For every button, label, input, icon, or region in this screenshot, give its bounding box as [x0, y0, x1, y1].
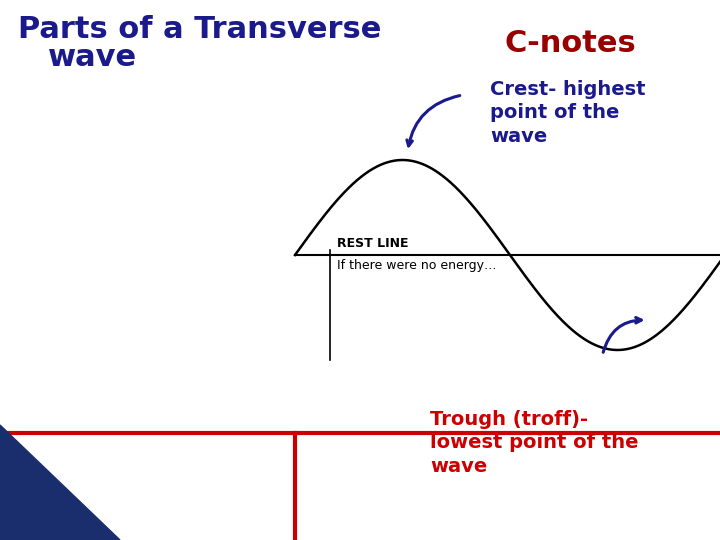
- Text: Trough (troff)-
lowest point of the
wave: Trough (troff)- lowest point of the wave: [430, 410, 639, 476]
- Text: If there were no energy…: If there were no energy…: [337, 259, 497, 272]
- Text: Crest- highest
point of the
wave: Crest- highest point of the wave: [490, 80, 646, 146]
- Text: wave: wave: [48, 44, 137, 72]
- Text: Parts of a Transverse: Parts of a Transverse: [18, 16, 382, 44]
- Text: C-notes: C-notes: [504, 30, 636, 58]
- Text: REST LINE: REST LINE: [337, 237, 408, 250]
- Polygon shape: [0, 425, 120, 540]
